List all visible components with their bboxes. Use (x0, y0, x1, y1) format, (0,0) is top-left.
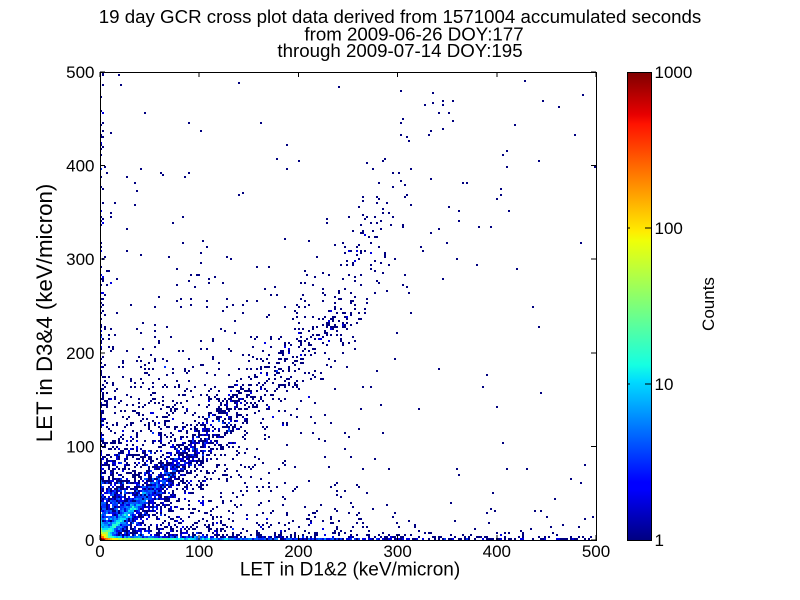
svg-text:LET in D1&2 (keV/micron): LET in D1&2 (keV/micron) (240, 560, 460, 581)
svg-text:300: 300 (66, 250, 94, 269)
svg-text:400: 400 (483, 542, 511, 561)
svg-text:0: 0 (85, 531, 94, 550)
svg-text:400: 400 (66, 157, 94, 176)
svg-text:100: 100 (185, 542, 213, 561)
svg-text:1000: 1000 (655, 63, 693, 82)
svg-text:500: 500 (66, 63, 94, 82)
svg-text:10: 10 (655, 375, 674, 394)
svg-text:200: 200 (284, 542, 312, 561)
svg-text:1: 1 (655, 531, 664, 550)
svg-text:through 2009-07-14 DOY:195: through 2009-07-14 DOY:195 (277, 40, 522, 61)
svg-text:19 day GCR cross plot data der: 19 day GCR cross plot data derived from … (99, 6, 702, 27)
svg-text:from 2009-06-26 DOY:177: from 2009-06-26 DOY:177 (304, 23, 523, 44)
svg-text:300: 300 (383, 542, 411, 561)
svg-text:200: 200 (66, 344, 94, 363)
svg-text:100: 100 (66, 437, 94, 456)
svg-text:500: 500 (582, 542, 610, 561)
svg-text:100: 100 (655, 219, 683, 238)
svg-text:0: 0 (95, 542, 104, 561)
svg-text:LET in D3&4 (keV/micron): LET in D3&4 (keV/micron) (32, 184, 57, 443)
svg-text:Counts: Counts (699, 277, 718, 331)
